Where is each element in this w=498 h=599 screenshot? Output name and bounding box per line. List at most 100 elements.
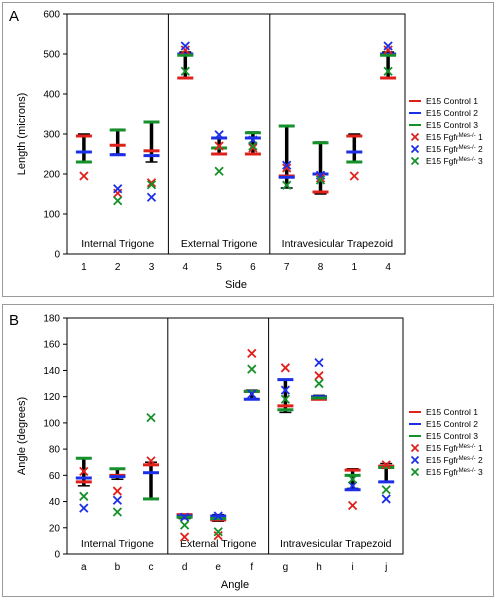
mutant-marker xyxy=(213,527,223,537)
mutant-marker xyxy=(79,171,89,181)
mutant-marker xyxy=(280,363,291,373)
mutant-marker-stroke xyxy=(112,495,123,505)
mutant-marker xyxy=(113,196,123,206)
mutant-marker-stroke xyxy=(280,363,291,373)
mutant-marker-stroke xyxy=(112,507,123,517)
mutant-marker xyxy=(282,180,292,190)
x-tick-label: 8 xyxy=(318,262,324,273)
mutant-marker-stroke xyxy=(146,180,157,190)
mutant-marker xyxy=(146,413,156,423)
mutant-marker-stroke xyxy=(314,378,324,389)
group-label: Intravesicular Trapezoid xyxy=(280,538,392,550)
y-tick-label: 500 xyxy=(43,50,60,61)
mutant-marker xyxy=(146,178,157,188)
mutant-marker-stroke xyxy=(383,41,393,51)
x-tick-label: a xyxy=(81,562,87,573)
panel-label: B xyxy=(9,312,19,329)
mutant-marker xyxy=(347,500,358,511)
mutant-marker-stroke xyxy=(383,45,393,55)
mutant-marker-stroke xyxy=(79,466,89,477)
mutant-marker-stroke xyxy=(146,192,157,202)
legend-swatch xyxy=(410,467,420,477)
x-tick-label: 1 xyxy=(81,262,87,273)
y-axis-title: Length (microns) xyxy=(16,93,28,176)
mutant-marker-stroke xyxy=(214,141,224,151)
legend-label: E15 Control 1 xyxy=(426,96,478,106)
mutant-marker-stroke xyxy=(247,389,257,399)
legend-swatch xyxy=(410,443,420,453)
group-label: Internal Trigone xyxy=(81,238,154,250)
x-tick-label: e xyxy=(215,562,221,573)
x-tick-label: b xyxy=(115,562,121,573)
mutant-marker-stroke xyxy=(347,474,358,484)
mutant-marker-stroke xyxy=(314,371,324,381)
group-label: External Trigone xyxy=(180,538,257,550)
mutant-marker-stroke xyxy=(214,166,224,176)
y-tick-label: 100 xyxy=(43,418,60,429)
mutant-marker xyxy=(383,45,393,55)
x-tick-label: 4 xyxy=(183,262,189,273)
legend-label: E15 Control 3 xyxy=(426,120,478,130)
mutant-marker-stroke xyxy=(247,364,257,374)
mutant-marker xyxy=(180,41,190,51)
y-tick-label: 120 xyxy=(43,392,60,403)
mutant-marker-stroke xyxy=(247,348,257,359)
legend-label: E15 FgfrMes-/- 2 xyxy=(426,455,483,465)
angle-chart: B Internal Trigone External Trigone Intrave… xyxy=(9,312,483,591)
mutant-marker xyxy=(381,485,391,495)
mutant-marker xyxy=(146,456,156,466)
group-label: Internal Trigone xyxy=(81,538,154,550)
x-tick-label: 3 xyxy=(149,262,155,273)
mutant-marker-stroke xyxy=(282,180,292,190)
mutant-marker-stroke xyxy=(180,66,190,76)
mutant-marker-stroke xyxy=(214,130,224,140)
mutant-marker-stroke xyxy=(282,163,292,173)
x-tick-label: 5 xyxy=(216,262,222,273)
legend-label: E15 FgfrMes-/- 1 xyxy=(426,132,483,142)
mutant-marker xyxy=(180,45,190,55)
mutant-marker-stroke xyxy=(381,494,391,504)
mutant-marker-stroke xyxy=(113,196,123,206)
mutant-marker-stroke xyxy=(213,531,223,541)
mutant-marker-stroke xyxy=(179,520,190,530)
mutant-marker xyxy=(79,503,89,513)
mutant-marker-stroke xyxy=(381,485,391,495)
mutant-marker xyxy=(347,474,358,484)
mutant-marker xyxy=(349,171,359,181)
mutant-marker xyxy=(248,141,258,151)
mutant-marker xyxy=(179,520,190,530)
mutant-marker xyxy=(146,180,157,190)
mutant-marker xyxy=(112,486,123,496)
x-tick-label: j xyxy=(384,562,387,573)
mutant-marker xyxy=(247,364,257,374)
mutant-marker-stroke xyxy=(146,456,156,466)
y-tick-label: 0 xyxy=(54,550,60,561)
legend-label: E15 FgfrMes-/- 3 xyxy=(426,156,483,166)
mutant-marker-stroke xyxy=(280,385,291,395)
mutant-marker-stroke xyxy=(280,394,291,404)
mutant-marker xyxy=(112,507,123,517)
y-axis-title: Angle (degrees) xyxy=(16,397,28,475)
mutant-marker xyxy=(315,173,326,183)
y-tick-label: 60 xyxy=(49,471,61,482)
x-tick-label: h xyxy=(316,562,322,573)
y-tick-label: 160 xyxy=(43,340,60,351)
mutant-marker xyxy=(179,512,190,522)
mutant-marker xyxy=(213,511,223,521)
y-tick-label: 400 xyxy=(43,90,60,101)
mutant-marker xyxy=(282,163,292,173)
length-chart: A Internal Trigone External Trigone Intrave… xyxy=(9,8,483,291)
legend-swatch xyxy=(410,156,420,166)
mutant-marker xyxy=(247,348,257,359)
y-tick-label: 20 xyxy=(49,523,61,534)
mutant-marker xyxy=(180,66,190,76)
group-label: External Trigone xyxy=(181,238,258,250)
mutant-marker-stroke xyxy=(315,175,326,185)
x-tick-label: 2 xyxy=(115,262,121,273)
mutant-marker-stroke xyxy=(381,460,391,470)
mutant-marker-stroke xyxy=(383,66,393,76)
x-tick-label: d xyxy=(182,562,188,573)
y-tick-label: 140 xyxy=(43,366,60,377)
panel-label: A xyxy=(9,8,19,25)
mutant-marker xyxy=(248,143,258,153)
